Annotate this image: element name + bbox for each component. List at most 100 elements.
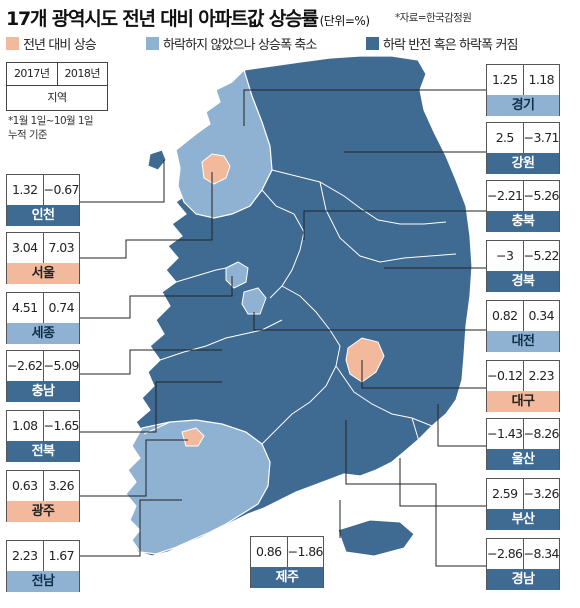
leader-ulsan: [437, 404, 490, 447]
region-box-jeonbuk: 1.08 −1.65 전북: [6, 410, 80, 462]
value-2017: 0.82: [487, 301, 524, 331]
region-name: 인천: [7, 205, 79, 226]
region-box-gangwon: 2.5 −3.71 강원: [486, 122, 560, 174]
title-text: 17개 광역시도 전년 대비 아파트값 상승률: [6, 8, 319, 30]
region-box-chungnam: −2.62 −5.09 충남: [6, 350, 80, 402]
value-2017: 1.25: [487, 65, 524, 95]
leader-gyeonggi: [243, 89, 490, 126]
value-2018: 3.26: [48, 478, 75, 493]
note-line-2: 누적 기준: [8, 129, 48, 141]
legend-item-decline: 하락 반전 혹은 하락폭 커짐: [366, 34, 518, 53]
unit-text: (단위=%): [319, 14, 370, 28]
legend-item-increase: 전년 대비 상승: [6, 34, 97, 53]
region-name: 울산: [487, 449, 559, 470]
daegu-shape: [345, 337, 385, 383]
leader-chungbuk: [303, 210, 490, 240]
value-2017: 2.23: [7, 541, 44, 571]
region-box-daegu: −0.12 2.23 대구: [486, 360, 560, 412]
region-box-busan: 2.59 −3.26 부산: [486, 478, 560, 530]
value-2018: 0.34: [528, 308, 555, 323]
leader-daegu: [361, 360, 490, 389]
key-year-2018: 2018년: [64, 67, 101, 80]
value-2018: −1.86: [287, 544, 324, 559]
leader-daejeon: [253, 312, 490, 331]
region-box-gyeongnam: −2.86 −8.34 경남: [486, 538, 560, 590]
leader-sejong: [80, 276, 233, 319]
region-name: 대전: [487, 331, 559, 352]
value-2018: −8.34: [523, 546, 560, 561]
region-name: 경기: [487, 95, 559, 116]
seoul-shape: [201, 153, 231, 185]
value-2017: −2.62: [7, 351, 44, 381]
value-2017: 3.04: [7, 233, 44, 263]
value-2018: −5.22: [523, 248, 560, 263]
jeonnam-shape: [125, 419, 271, 555]
legend-swatch-dark-blue: [366, 37, 379, 50]
legend-item-reduced: 하락하지 않았으나 상승폭 축소: [146, 34, 317, 53]
value-2018: 7.03: [48, 240, 75, 255]
region-name: 세종: [7, 323, 79, 344]
daejeon-shape: [241, 287, 267, 315]
region-name: 전남: [7, 571, 79, 592]
region-name: 광주: [7, 501, 79, 522]
value-2017: 2.5: [487, 123, 524, 153]
leader-gyeongnam: [345, 420, 490, 567]
incheon-shape: [147, 149, 167, 171]
region-name: 서울: [7, 263, 79, 284]
value-2017: −0.12: [487, 361, 524, 391]
value-2017: 4.51: [7, 293, 44, 323]
region-box-chungbuk: −2.21 −5.26 충북: [486, 180, 560, 232]
region-box-ulsan: −1.43 −8.26 울산: [486, 418, 560, 470]
leader-seoul: [80, 172, 213, 259]
legend-swatch-light-blue: [146, 37, 159, 50]
page-title: 17개 광역시도 전년 대비 아파트값 상승률 (단위=%): [6, 4, 370, 31]
value-2017: −1.43: [487, 419, 524, 449]
province-borders: [143, 169, 457, 457]
jeju-shape: [337, 519, 415, 557]
value-2018: −0.67: [43, 182, 80, 197]
legend-label: 전년 대비 상승: [23, 38, 97, 53]
region-name: 부산: [487, 509, 559, 530]
value-2018: 1.67: [48, 548, 75, 563]
region-name: 강원: [487, 153, 559, 174]
region-box-incheon: 1.32 −0.67 인천: [6, 174, 80, 226]
value-2017: 0.63: [7, 471, 44, 501]
leader-busan: [399, 458, 490, 507]
region-name: 경북: [487, 271, 559, 292]
value-2018: −5.09: [43, 358, 80, 373]
gyeonggi-shape: [175, 68, 273, 219]
region-box-jeju: 0.86 −1.86 제주: [250, 536, 324, 588]
region-name: 전북: [7, 441, 79, 462]
value-2017: −2.86: [487, 539, 524, 569]
region-box-gyeongbuk: −3 −5.22 경북: [486, 240, 560, 292]
value-2018: −3.71: [523, 130, 560, 145]
legend-label: 하락하지 않았으나 상승폭 축소: [163, 38, 317, 53]
key-region-label: 지역: [47, 91, 67, 104]
note-line-1: *1월 1일~10월 1일: [8, 115, 94, 127]
region-box-gwangju: 0.63 3.26 광주: [6, 470, 80, 522]
region-name: 충남: [7, 381, 79, 402]
value-2017: 0.86: [251, 537, 288, 567]
legend-label: 하락 반전 혹은 하락폭 커짐: [383, 38, 518, 53]
region-name: 충북: [487, 211, 559, 232]
value-2018: −1.65: [43, 418, 80, 433]
value-2018: −3.26: [523, 486, 560, 501]
region-box-jeonnam: 2.23 1.67 전남: [6, 540, 80, 592]
region-box-gyeonggi: 1.25 1.18 경기: [486, 64, 560, 116]
value-2018: −5.26: [523, 188, 560, 203]
date-note: *1월 1일~10월 1일 누적 기준: [8, 114, 94, 142]
region-box-sejong: 4.51 0.74 세종: [6, 292, 80, 344]
region-box-seoul: 3.04 7.03 서울: [6, 232, 80, 284]
region-box-daejeon: 0.82 0.34 대전: [486, 300, 560, 352]
source-note: *자료=한국감정원: [395, 12, 472, 24]
value-2017: 1.08: [7, 411, 44, 441]
gwangju-shape: [181, 427, 205, 447]
region-name: 대구: [487, 391, 559, 412]
leader-gwangju: [80, 439, 188, 497]
value-2017: −3: [487, 241, 524, 271]
value-2017: 1.32: [7, 175, 44, 205]
leader-chungnam: [80, 349, 222, 375]
region-name: 경남: [487, 569, 559, 590]
value-2017: 2.59: [487, 479, 524, 509]
